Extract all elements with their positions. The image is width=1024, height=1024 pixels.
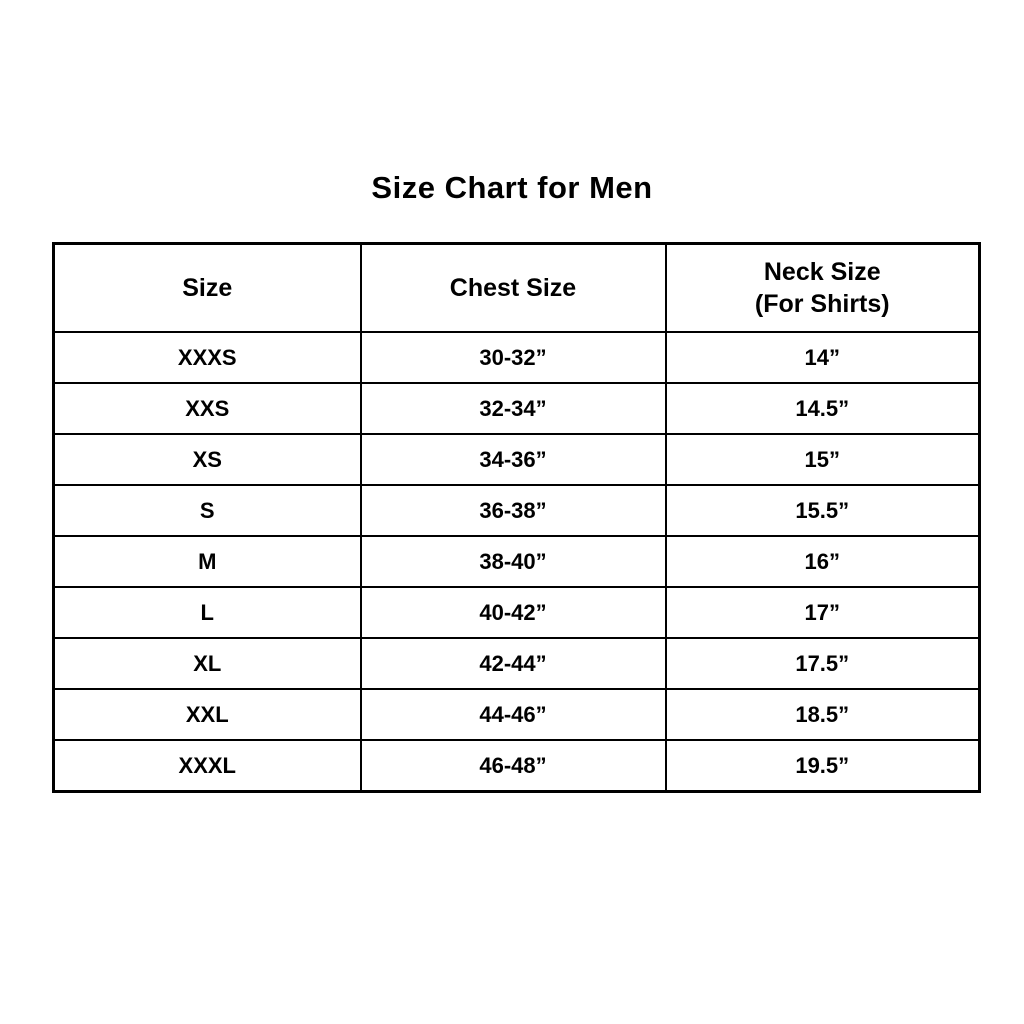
table-row: L 40-42” 17” [52, 586, 981, 639]
neck-size-cell: 17.5” [664, 637, 981, 690]
table-row: XXXL 46-48” 19.5” [52, 739, 981, 793]
table-row: S 36-38” 15.5” [52, 484, 981, 537]
neck-size-header-line1: Neck Size [763, 257, 881, 286]
chest-size-cell: 36-38” [359, 484, 667, 537]
table-row: XXS 32-34” 14.5” [52, 382, 981, 435]
page-title: Size Chart for Men [371, 170, 653, 205]
size-cell: XL [52, 637, 362, 690]
neck-size-cell: 15” [664, 433, 981, 486]
size-cell: XXL [52, 688, 362, 741]
size-cell: XXS [52, 382, 362, 435]
neck-size-cell: 15.5” [664, 484, 981, 537]
chest-size-cell: 38-40” [359, 535, 667, 588]
chest-size-cell: 42-44” [359, 637, 667, 690]
chest-size-cell: 32-34” [359, 382, 667, 435]
neck-size-cell: 14.5” [664, 382, 981, 435]
table-row: M 38-40” 16” [52, 535, 981, 588]
column-header-neck-size: Neck Size (For Shirts) [664, 242, 981, 333]
neck-size-cell: 17” [664, 586, 981, 639]
size-cell: XXXL [52, 739, 362, 793]
neck-size-cell: 14” [664, 331, 981, 384]
column-header-chest-size: Chest Size [359, 242, 667, 333]
table-row: XS 34-36” 15” [52, 433, 981, 486]
chest-size-cell: 34-36” [359, 433, 667, 486]
neck-size-cell: 19.5” [664, 739, 981, 793]
table-header-row: Size Chest Size Neck Size (For Shirts) [52, 242, 981, 333]
size-chart-table: Size Chest Size Neck Size (For Shirts) X… [52, 242, 981, 793]
neck-size-header-line2: (For Shirts) [754, 290, 890, 318]
size-cell: L [52, 586, 362, 639]
size-cell: XS [52, 433, 362, 486]
table-row: XXL 44-46” 18.5” [52, 688, 981, 741]
neck-size-cell: 16” [664, 535, 981, 588]
size-cell: S [52, 484, 362, 537]
chest-size-cell: 44-46” [359, 688, 667, 741]
table-row: XL 42-44” 17.5” [52, 637, 981, 690]
chest-size-cell: 30-32” [359, 331, 667, 384]
size-cell: XXXS [52, 331, 362, 384]
size-cell: M [52, 535, 362, 588]
chest-size-cell: 40-42” [359, 586, 667, 639]
chest-size-cell: 46-48” [359, 739, 667, 793]
neck-size-cell: 18.5” [664, 688, 981, 741]
column-header-size: Size [52, 242, 362, 333]
table-row: XXXS 30-32” 14” [52, 331, 981, 384]
